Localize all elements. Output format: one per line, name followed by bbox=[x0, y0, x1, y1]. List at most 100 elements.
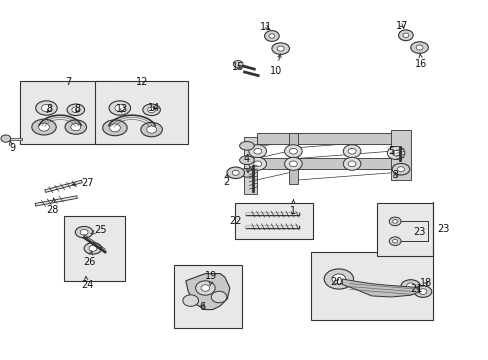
Ellipse shape bbox=[36, 101, 57, 115]
Text: 27: 27 bbox=[72, 177, 93, 188]
Ellipse shape bbox=[410, 42, 427, 53]
Circle shape bbox=[347, 161, 355, 167]
Text: 25: 25 bbox=[91, 225, 106, 235]
Circle shape bbox=[398, 30, 412, 41]
Circle shape bbox=[115, 104, 124, 112]
Circle shape bbox=[146, 126, 156, 133]
Circle shape bbox=[248, 157, 266, 170]
Text: 28: 28 bbox=[46, 199, 59, 215]
Ellipse shape bbox=[109, 101, 130, 115]
Circle shape bbox=[331, 274, 345, 284]
Circle shape bbox=[343, 145, 360, 158]
Text: 16: 16 bbox=[414, 53, 427, 69]
Circle shape bbox=[284, 157, 302, 170]
Circle shape bbox=[109, 124, 120, 132]
Text: 23: 23 bbox=[412, 227, 425, 237]
Circle shape bbox=[147, 107, 155, 113]
Text: 23: 23 bbox=[437, 224, 449, 234]
Ellipse shape bbox=[391, 163, 409, 175]
Ellipse shape bbox=[226, 167, 244, 179]
Ellipse shape bbox=[413, 286, 431, 297]
Circle shape bbox=[232, 170, 239, 175]
Circle shape bbox=[289, 148, 297, 154]
Ellipse shape bbox=[142, 104, 160, 116]
Ellipse shape bbox=[239, 168, 254, 177]
Text: 21: 21 bbox=[409, 284, 422, 294]
Polygon shape bbox=[390, 130, 410, 180]
Polygon shape bbox=[244, 137, 256, 194]
Ellipse shape bbox=[271, 43, 289, 54]
Text: 17: 17 bbox=[395, 21, 407, 31]
Text: 9: 9 bbox=[9, 140, 15, 153]
Circle shape bbox=[201, 285, 209, 291]
Ellipse shape bbox=[32, 119, 56, 135]
Bar bbox=[173, 265, 242, 328]
Text: 2: 2 bbox=[223, 174, 228, 187]
Ellipse shape bbox=[102, 120, 127, 136]
Circle shape bbox=[289, 161, 297, 167]
Circle shape bbox=[72, 107, 80, 113]
Circle shape bbox=[392, 220, 397, 223]
Ellipse shape bbox=[239, 141, 254, 150]
Ellipse shape bbox=[239, 156, 254, 165]
Text: 15: 15 bbox=[232, 62, 244, 72]
Text: 24: 24 bbox=[81, 276, 93, 290]
Circle shape bbox=[89, 246, 97, 251]
Circle shape bbox=[39, 123, 49, 131]
Text: 6: 6 bbox=[200, 302, 205, 312]
Circle shape bbox=[268, 34, 274, 38]
Circle shape bbox=[195, 281, 215, 295]
Polygon shape bbox=[342, 279, 420, 297]
Circle shape bbox=[248, 145, 266, 158]
Text: 7: 7 bbox=[65, 77, 71, 87]
Text: 14: 14 bbox=[148, 103, 161, 113]
Circle shape bbox=[347, 148, 355, 154]
Circle shape bbox=[418, 289, 426, 294]
Text: 26: 26 bbox=[82, 251, 95, 267]
Circle shape bbox=[80, 229, 88, 235]
Ellipse shape bbox=[67, 104, 84, 116]
Circle shape bbox=[71, 123, 81, 131]
Polygon shape bbox=[256, 158, 400, 169]
Text: 13: 13 bbox=[116, 104, 128, 114]
Circle shape bbox=[277, 46, 284, 51]
Circle shape bbox=[211, 291, 226, 303]
Circle shape bbox=[233, 60, 243, 68]
Circle shape bbox=[253, 161, 261, 167]
Text: 8: 8 bbox=[47, 104, 53, 114]
Circle shape bbox=[391, 150, 399, 156]
Circle shape bbox=[392, 239, 397, 243]
Bar bbox=[95, 81, 188, 144]
Ellipse shape bbox=[141, 122, 162, 137]
Text: 10: 10 bbox=[269, 54, 282, 76]
Text: 20: 20 bbox=[329, 276, 342, 287]
Circle shape bbox=[388, 237, 400, 246]
Ellipse shape bbox=[65, 120, 86, 134]
Circle shape bbox=[402, 33, 408, 37]
Bar bbox=[234, 203, 312, 239]
Ellipse shape bbox=[75, 226, 93, 238]
Text: 3: 3 bbox=[391, 170, 397, 180]
Bar bbox=[20, 81, 115, 144]
Text: 18: 18 bbox=[419, 278, 432, 288]
Polygon shape bbox=[185, 274, 229, 310]
Circle shape bbox=[386, 147, 404, 159]
Text: 5: 5 bbox=[387, 146, 393, 156]
Text: 12: 12 bbox=[135, 77, 148, 87]
Circle shape bbox=[415, 45, 422, 50]
Text: 11: 11 bbox=[260, 22, 272, 32]
Circle shape bbox=[253, 148, 261, 154]
Polygon shape bbox=[256, 133, 400, 144]
Text: 1: 1 bbox=[290, 200, 296, 216]
Circle shape bbox=[388, 217, 400, 226]
Ellipse shape bbox=[84, 243, 102, 254]
Circle shape bbox=[406, 283, 414, 289]
Circle shape bbox=[41, 104, 51, 112]
Bar bbox=[310, 252, 432, 320]
Bar bbox=[63, 216, 124, 281]
Ellipse shape bbox=[324, 269, 353, 289]
Bar bbox=[376, 203, 432, 256]
Circle shape bbox=[284, 145, 302, 158]
Circle shape bbox=[397, 167, 404, 172]
Circle shape bbox=[343, 157, 360, 170]
